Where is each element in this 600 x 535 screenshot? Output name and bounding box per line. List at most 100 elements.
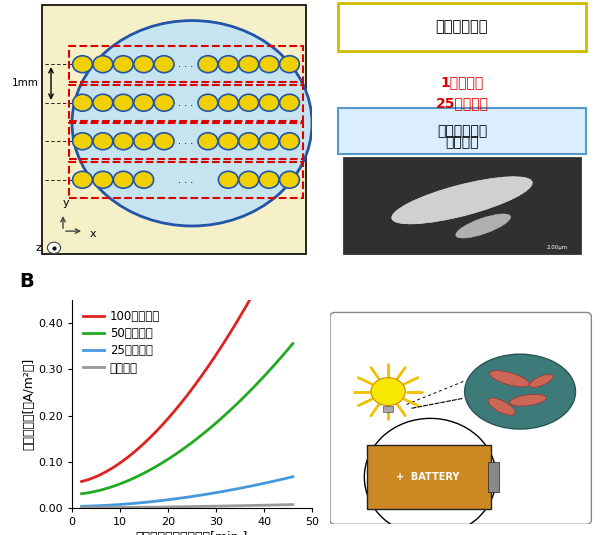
Text: z: z (35, 243, 41, 253)
Circle shape (218, 94, 238, 111)
Circle shape (134, 94, 154, 111)
Text: 電流発生菌を: 電流発生菌を (437, 124, 487, 138)
Circle shape (134, 56, 154, 73)
Text: ハニカム基板: ハニカム基板 (436, 19, 488, 34)
Circle shape (280, 133, 299, 150)
Circle shape (134, 133, 154, 150)
X-axis label: レーザー照射後の時間[min.]: レーザー照射後の時間[min.] (136, 531, 248, 535)
Line: 25　点照射: 25 点照射 (82, 477, 293, 506)
100　点照射 (256, 279, 263, 286)
Circle shape (280, 94, 299, 111)
照射なし (269, 502, 277, 508)
FancyBboxPatch shape (338, 108, 586, 154)
Ellipse shape (510, 394, 546, 406)
Text: 1列当たり: 1列当たり (440, 75, 484, 89)
Circle shape (259, 56, 279, 73)
Circle shape (72, 20, 312, 226)
25　点照射 (269, 478, 277, 485)
100　点照射 (203, 365, 210, 372)
50　点照射 (207, 424, 214, 431)
Text: x: x (90, 228, 97, 239)
Circle shape (198, 56, 218, 73)
50　点照射 (203, 428, 210, 434)
FancyBboxPatch shape (330, 312, 592, 524)
Circle shape (259, 133, 279, 150)
照射なし (289, 501, 296, 508)
Bar (69, 123, 303, 159)
Circle shape (280, 171, 299, 188)
Circle shape (47, 242, 61, 254)
25　点照射 (289, 473, 296, 480)
Text: 含む液滴: 含む液滴 (445, 135, 479, 149)
Bar (69, 46, 303, 82)
Bar (42, 5, 306, 254)
Circle shape (113, 56, 133, 73)
Circle shape (280, 56, 299, 73)
Circle shape (259, 94, 279, 111)
Circle shape (73, 94, 92, 111)
Circle shape (93, 94, 113, 111)
Legend: 100　点照射, 50　点照射, 25　点照射, 照射なし: 100 点照射, 50 点照射, 25 点照射, 照射なし (78, 305, 165, 379)
50　点照射 (289, 340, 296, 347)
Line: 50　点照射: 50 点照射 (82, 343, 293, 494)
Text: +  BATTERY: + BATTERY (396, 472, 460, 482)
Bar (383, 406, 393, 412)
100　点照射 (78, 478, 85, 485)
50　点照射 (204, 427, 211, 433)
Circle shape (93, 133, 113, 150)
Text: 25　点照射: 25 点照射 (436, 96, 488, 110)
Bar (69, 85, 303, 121)
Text: 2.00μm: 2.00μm (547, 246, 568, 250)
Circle shape (371, 378, 405, 406)
Text: y: y (62, 198, 70, 208)
Circle shape (239, 133, 259, 150)
50　点照射 (79, 491, 86, 497)
Text: . . .: . . . (178, 136, 194, 146)
Circle shape (73, 56, 92, 73)
Circle shape (154, 94, 174, 111)
Ellipse shape (490, 371, 530, 387)
Circle shape (198, 133, 218, 150)
100　点照射 (289, 215, 296, 221)
25　点照射 (78, 503, 85, 509)
25　点照射 (204, 491, 211, 498)
25　点照射 (203, 491, 210, 498)
25　点照射 (79, 503, 86, 509)
Y-axis label: 電流密度　[　A/m²　]: 電流密度 [ A/m² ] (22, 358, 35, 450)
Circle shape (198, 94, 218, 111)
100　点照射 (204, 364, 211, 371)
Circle shape (239, 56, 259, 73)
25　点照射 (256, 481, 263, 487)
Ellipse shape (392, 177, 532, 224)
Circle shape (259, 171, 279, 188)
Bar (69, 162, 303, 198)
Circle shape (134, 171, 154, 188)
Text: . . .: . . . (178, 175, 194, 185)
100　点照射 (269, 254, 277, 261)
FancyBboxPatch shape (338, 3, 586, 51)
Line: 100　点照射: 100 点照射 (82, 218, 293, 482)
Bar (343, 157, 581, 254)
照射なし (207, 503, 214, 509)
照射なし (203, 503, 210, 509)
Text: . . .: . . . (178, 98, 194, 108)
照射なし (256, 502, 263, 509)
照射なし (204, 503, 211, 509)
Circle shape (73, 133, 92, 150)
Line: 照射なし: 照射なし (82, 505, 293, 508)
Circle shape (73, 171, 92, 188)
Circle shape (239, 94, 259, 111)
Text: B: B (19, 272, 34, 291)
Circle shape (113, 94, 133, 111)
Bar (488, 462, 499, 492)
Circle shape (154, 133, 174, 150)
FancyBboxPatch shape (367, 445, 491, 509)
Ellipse shape (455, 214, 511, 238)
照射なし (79, 505, 86, 511)
Circle shape (154, 56, 174, 73)
Circle shape (218, 171, 238, 188)
50　点照射 (78, 491, 85, 497)
Circle shape (239, 171, 259, 188)
Circle shape (113, 133, 133, 150)
Text: . . .: . . . (178, 59, 194, 69)
